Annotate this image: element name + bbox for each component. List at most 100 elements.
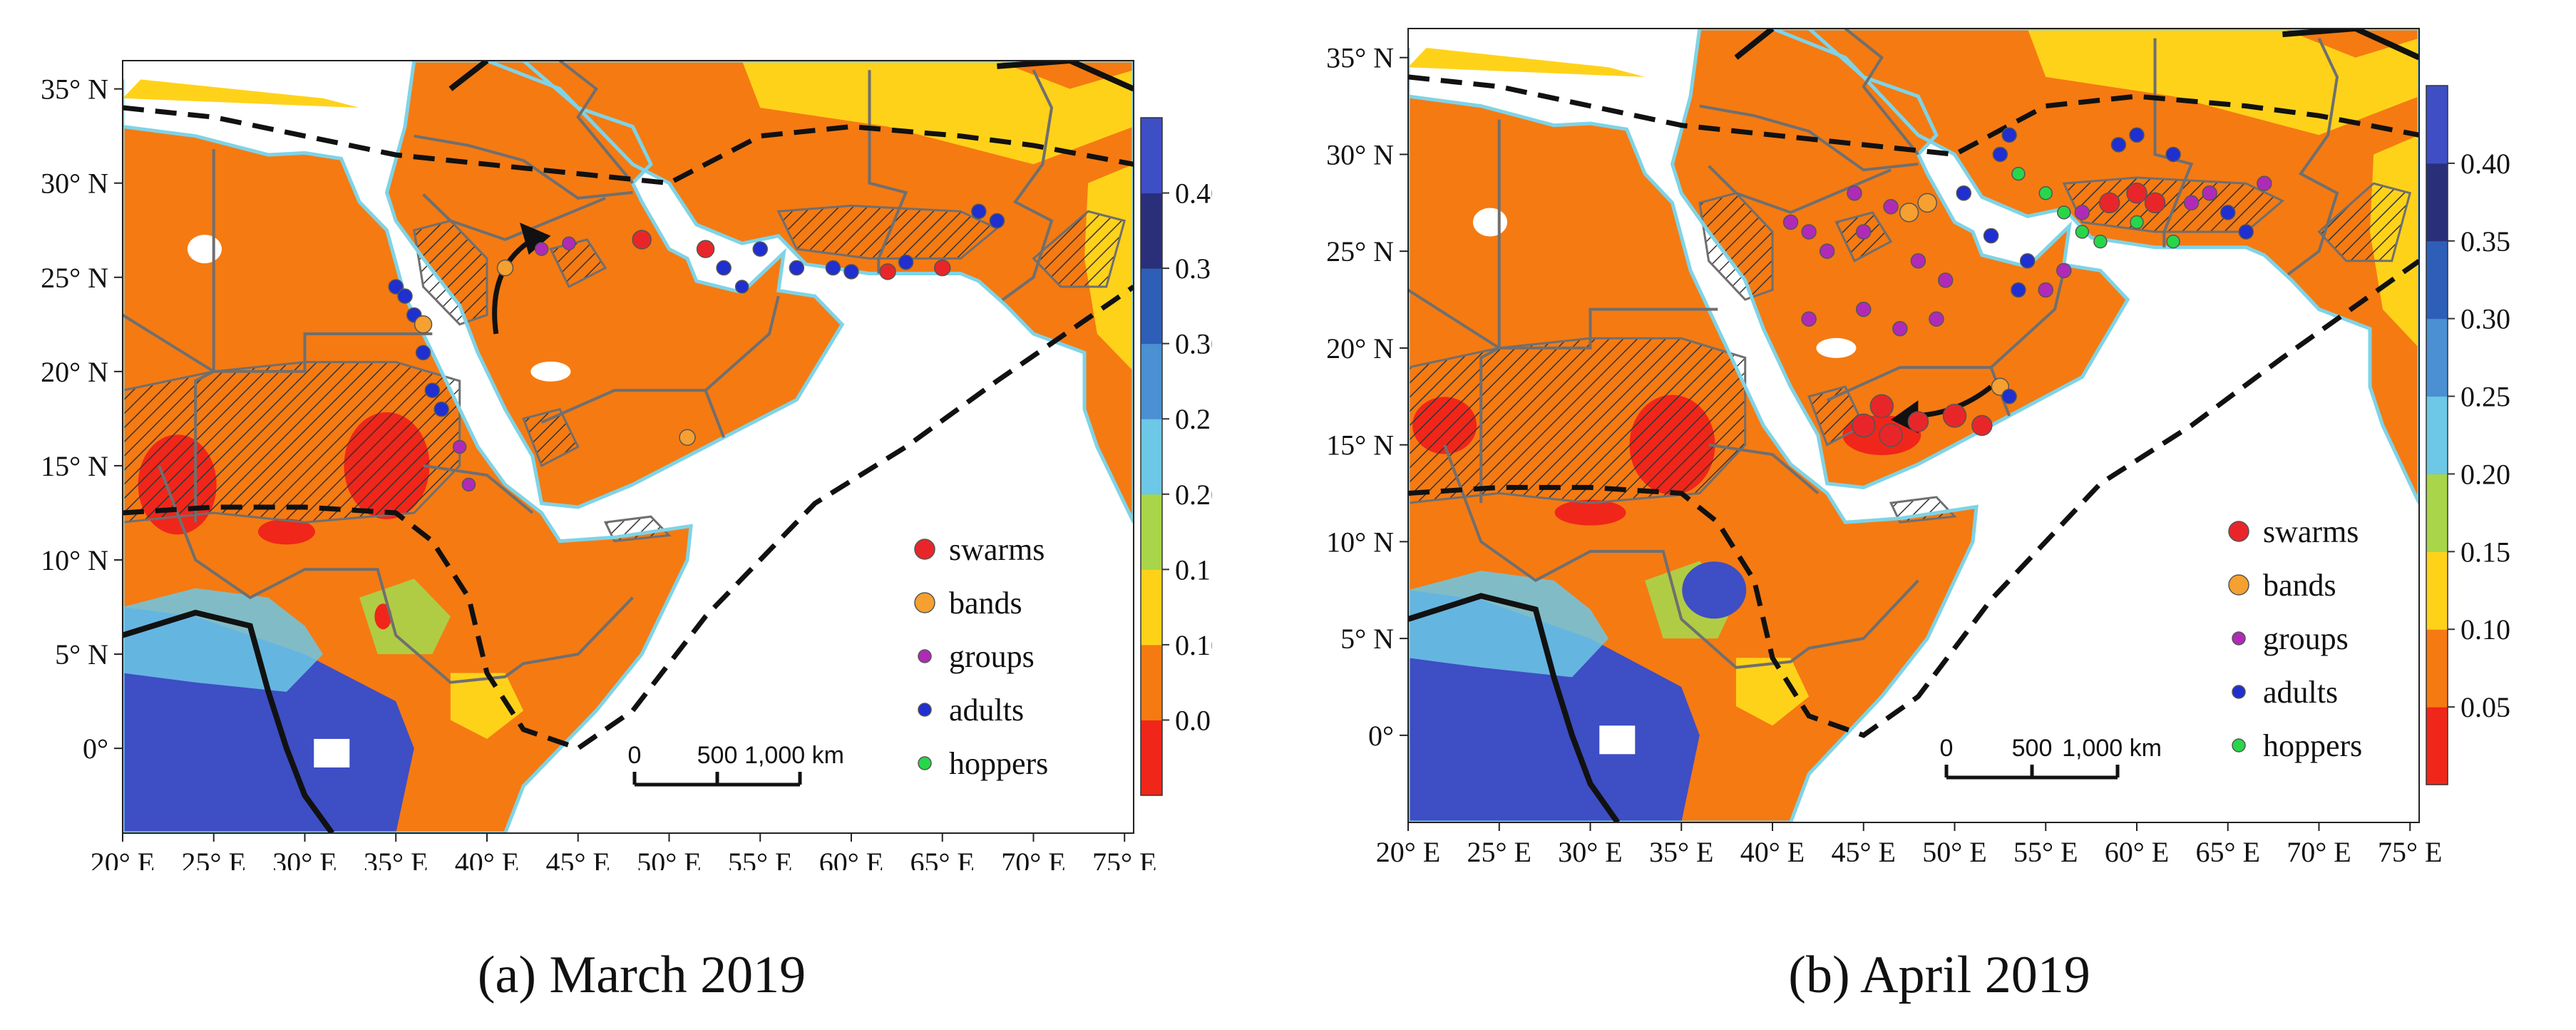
- invasion-limit: [1408, 593, 1621, 822]
- recession-zone-hatch: [2317, 182, 2412, 262]
- lat-tick-label: 35° N: [41, 73, 108, 106]
- lon-tick-label: 20° E: [1376, 836, 1440, 868]
- invasion-limit: [2282, 29, 2419, 61]
- country-border: [1708, 165, 1892, 215]
- observation-point: [2001, 389, 2017, 404]
- colorbar-label: 0.35: [1175, 253, 1212, 285]
- colorbar-segment: [2426, 396, 2448, 474]
- observation-point: [1910, 253, 1926, 269]
- lon-tick-label: 25° E: [182, 847, 246, 870]
- observation-point: [562, 236, 576, 250]
- map-area: [1408, 29, 2419, 822]
- no-data: [187, 235, 222, 264]
- observation-point: [2038, 185, 2053, 200]
- transition-zone: [450, 673, 524, 739]
- observation-point: [2257, 175, 2272, 191]
- legend-label-hoppers: hoppers: [2263, 728, 2362, 763]
- observation-point: [734, 280, 749, 294]
- colorbar-segment: [2426, 474, 2448, 552]
- lat-tick-label: 0°: [1368, 720, 1394, 752]
- colorbar-segment: [1141, 494, 1162, 570]
- country-border: [1479, 119, 1501, 504]
- movement-arrow: [492, 237, 534, 335]
- observation-point: [1782, 214, 1799, 230]
- legend-label-hoppers: hoppers: [949, 746, 1048, 781]
- legend-marker-hoppers: [2232, 738, 2246, 753]
- colorbar-label: 0.15: [1175, 554, 1212, 586]
- scale-bar-label: 0: [1940, 735, 1954, 762]
- observation-point: [1929, 311, 1944, 327]
- legend-marker-bands: [2228, 574, 2249, 596]
- colorbar-segment: [2426, 86, 2448, 164]
- lat-tick-label: 30° N: [41, 168, 108, 200]
- colorbar-label: 0.30: [2460, 303, 2510, 335]
- legend-label-groups: groups: [949, 639, 1035, 674]
- country-border: [1001, 69, 1054, 302]
- colorbar-label: 0.15: [2460, 536, 2510, 568]
- colorbar-frame: [1140, 117, 1163, 796]
- observation-point: [825, 260, 841, 276]
- observation-point: [1819, 243, 1835, 259]
- coastline: [1772, 29, 2419, 504]
- lon-tick-label: 70° E: [2287, 836, 2351, 868]
- legend-marker-hoppers: [918, 756, 932, 770]
- recession-zone-hatch: [1032, 210, 1127, 288]
- colorbar-segment: [2426, 629, 2448, 708]
- colorbar-label: 0.20: [2460, 458, 2510, 490]
- observation-point: [1855, 301, 1872, 317]
- observation-point: [898, 254, 914, 270]
- observation-point: [679, 429, 696, 447]
- observation-point: [1847, 185, 1862, 201]
- observation-point: [971, 203, 987, 220]
- map-frame: [1407, 28, 2420, 823]
- observation-point: [461, 477, 476, 492]
- colorbar-label: 0.05: [1175, 704, 1212, 736]
- lat-tick-label: 35° N: [1326, 42, 1394, 74]
- transition-zone: [1735, 658, 1810, 726]
- observation-point: [414, 315, 433, 334]
- map-frame: [122, 60, 1134, 834]
- legend-marker-swarms: [2228, 521, 2249, 542]
- observation-point: [415, 345, 431, 361]
- observation-point: [1869, 394, 1894, 419]
- colorbar-segment: [1141, 419, 1162, 495]
- observation-point: [2001, 127, 2017, 143]
- scale-bar-label: 1,000 km: [2062, 735, 2162, 762]
- lat-tick-label: 10° N: [1326, 526, 1394, 558]
- map-panel-april-2019: 35° N 30° N 25° N 20° N 15° N 10° N 5° N 0° 20° …: [1298, 14, 2510, 870]
- observation-point: [2129, 127, 2145, 143]
- country-border: [123, 313, 433, 373]
- invasion-limit: [123, 609, 335, 833]
- lon-tick-label: 50° E: [637, 847, 701, 870]
- observation-point: [2075, 225, 2090, 239]
- observation-point: [789, 260, 805, 276]
- observation-point: [2019, 253, 2036, 269]
- observation-point: [2074, 205, 2090, 220]
- observation-point: [1899, 203, 1919, 223]
- north-band: [742, 61, 1134, 165]
- asia-landmass: [487, 61, 1134, 523]
- lat-tick-label: 5° N: [55, 638, 108, 670]
- observation-point: [1851, 413, 1876, 438]
- lat-tick-label: 0°: [83, 733, 108, 765]
- observation-point: [433, 401, 449, 417]
- observation-point: [2183, 195, 2200, 211]
- lon-tick-label: 30° E: [272, 847, 337, 870]
- observation-point: [2110, 137, 2127, 153]
- observation-point: [1971, 414, 1993, 437]
- colorbar-segment: [2426, 163, 2448, 242]
- observation-point: [2165, 146, 2181, 163]
- observation-point: [752, 241, 768, 257]
- observation-point: [989, 213, 1005, 229]
- transition-zone: [359, 578, 451, 655]
- colorbar-label: 0.25: [1175, 403, 1212, 435]
- no-data: [314, 738, 350, 768]
- lon-tick-label: 30° E: [1558, 836, 1622, 868]
- observation-point: [2056, 262, 2072, 279]
- observation-point: [2238, 224, 2254, 240]
- recession-boundary-north: [1408, 74, 2419, 158]
- observation-point: [1892, 321, 1908, 337]
- colorbar-segment: [1141, 569, 1162, 646]
- no-data: [530, 361, 571, 382]
- observation-point: [2220, 205, 2236, 220]
